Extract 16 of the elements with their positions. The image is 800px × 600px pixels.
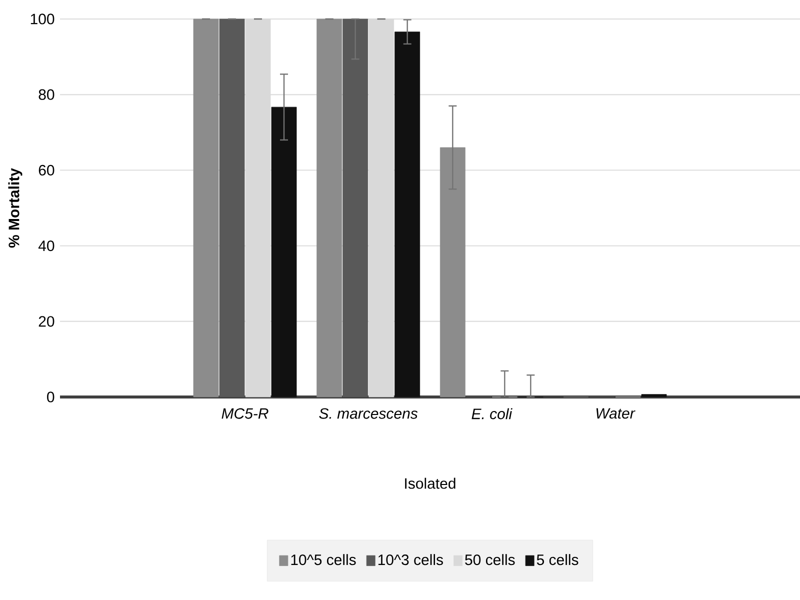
x-tick-label: S. marcescens bbox=[319, 408, 418, 419]
legend-label: 10^5 cells bbox=[291, 554, 356, 566]
y-tick-label: 20 bbox=[38, 316, 54, 327]
y-tick-label: 40 bbox=[38, 240, 54, 252]
y-tick-label: 100 bbox=[30, 14, 54, 24]
legend-label: 5 cells bbox=[536, 554, 578, 566]
x-tick-label: E. coli bbox=[472, 408, 512, 420]
legend-label: 10^3 cells bbox=[378, 554, 443, 566]
x-tick-label: MC5-R bbox=[222, 408, 268, 419]
y-tick-label: 0 bbox=[47, 392, 54, 402]
x-axis-title: Isolated bbox=[405, 478, 456, 489]
legend-label: 50 cells bbox=[465, 554, 515, 566]
y-tick-label: 60 bbox=[38, 164, 54, 176]
y-axis-title: % Mortality bbox=[8, 168, 22, 248]
x-tick-label: Water bbox=[596, 408, 636, 419]
y-tick-label: 80 bbox=[38, 89, 54, 100]
